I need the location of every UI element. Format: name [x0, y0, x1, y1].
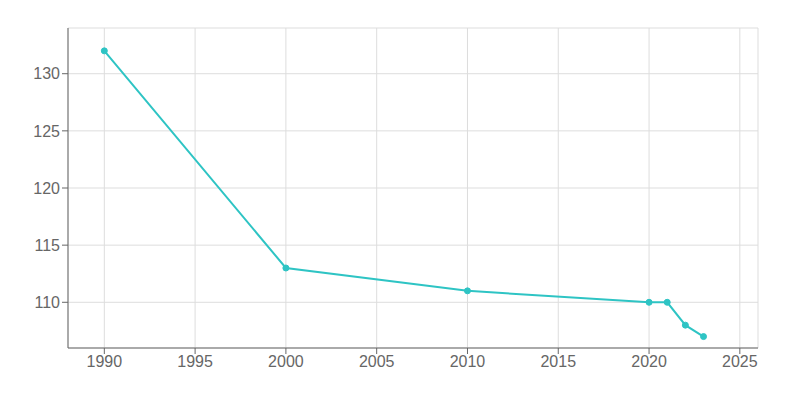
svg-text:1995: 1995: [177, 353, 213, 370]
svg-text:2025: 2025: [722, 353, 758, 370]
svg-text:115: 115: [34, 237, 60, 254]
svg-text:1990: 1990: [87, 353, 123, 370]
svg-text:125: 125: [33, 123, 60, 140]
svg-text:2000: 2000: [268, 353, 304, 370]
svg-text:120: 120: [33, 180, 60, 197]
svg-text:2015: 2015: [540, 353, 576, 370]
svg-text:110: 110: [34, 294, 60, 311]
svg-text:2010: 2010: [450, 353, 486, 370]
svg-text:130: 130: [33, 65, 60, 82]
svg-text:2020: 2020: [631, 353, 667, 370]
svg-text:2005: 2005: [359, 353, 395, 370]
